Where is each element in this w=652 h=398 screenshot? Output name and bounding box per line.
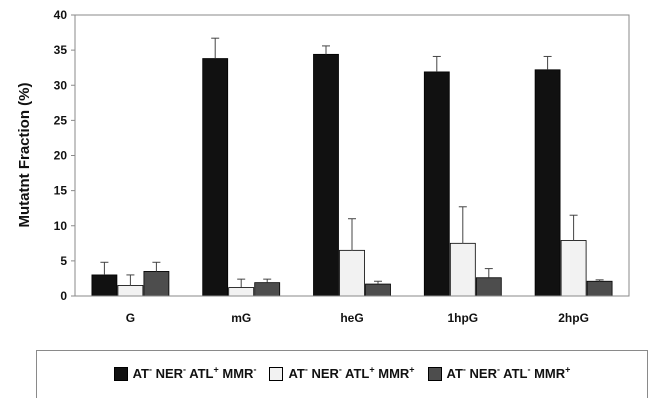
legend-item-3: AT- NER- ATL- MMR+ (427, 364, 571, 381)
bar-G-series-3 (143, 271, 170, 297)
bar-G-series-1 (91, 274, 118, 297)
bar-1hpG-series-1 (423, 71, 450, 297)
x-tick-label: mG (231, 311, 251, 325)
bar-heG-series-1 (313, 53, 339, 297)
y-tick-label: 10 (54, 219, 68, 233)
bar-2hpG-series-1 (534, 69, 561, 297)
legend-label: AT- NER- ATL+ MMR- (132, 364, 257, 381)
x-tick-label: 2hpG (558, 311, 589, 325)
bar-heG-series-2 (339, 249, 365, 297)
x-tick-label: heG (340, 311, 363, 325)
y-tick-label: 30 (54, 78, 68, 92)
bar-1hpG-series-2 (449, 242, 476, 297)
bar-mG-series-2 (228, 287, 255, 297)
y-axis-label: Mutatnt Fraction (%) (16, 83, 33, 228)
x-tick-label: 1hpG (447, 311, 478, 325)
y-tick-label: 5 (60, 254, 67, 268)
bar-2hpG-series-2 (560, 240, 587, 297)
legend-label: AT- NER- ATL- MMR+ (446, 364, 571, 381)
bar-1hpG-series-3 (475, 277, 502, 297)
legend-swatch (269, 366, 284, 381)
y-tick-label: 40 (54, 8, 68, 22)
legend-item-2: AT- NER- ATL+ MMR+ (269, 364, 415, 381)
legend-item-1: AT- NER- ATL+ MMR- (113, 364, 257, 381)
legend-swatch (113, 366, 128, 381)
y-tick-label: 15 (54, 184, 68, 198)
y-tick-label: 25 (54, 113, 68, 127)
plot-frame (74, 14, 630, 297)
legend: AT- NER- ATL+ MMR- AT- NER- ATL+ MMR+ AT- … (36, 350, 648, 398)
bar-mG-series-3 (254, 282, 281, 297)
bar-2hpG-series-3 (586, 280, 613, 297)
bar-G-series-2 (117, 285, 144, 297)
y-tick-label: 35 (54, 43, 68, 57)
y-tick-label: 20 (54, 149, 68, 163)
bar-mG-series-1 (202, 58, 229, 297)
legend-label: AT- NER- ATL+ MMR+ (288, 364, 415, 381)
x-tick-label: G (126, 311, 135, 325)
legend-swatch (427, 366, 442, 381)
y-tick-label: 0 (60, 289, 67, 303)
bar-heG-series-3 (365, 283, 391, 297)
